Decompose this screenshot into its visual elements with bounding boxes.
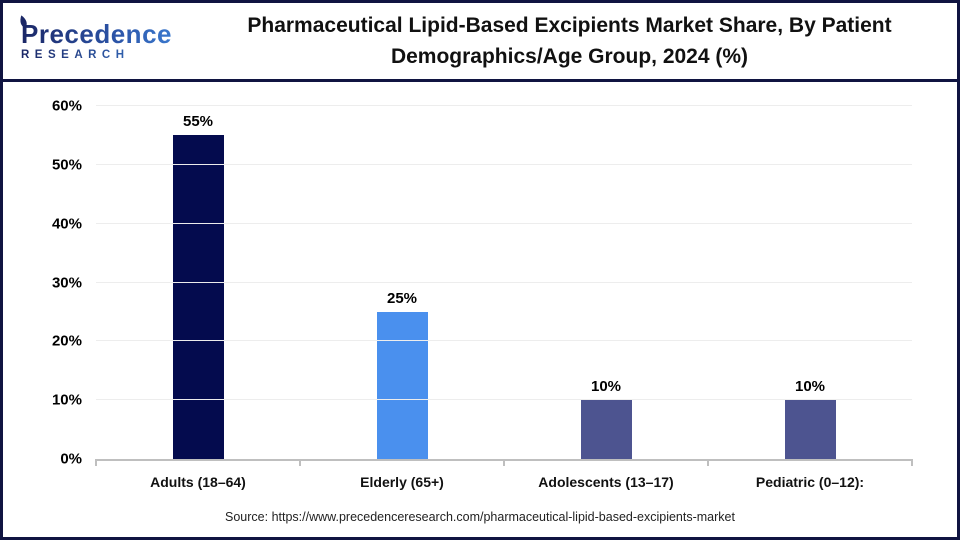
x-axis-tick xyxy=(707,459,709,466)
bar xyxy=(580,400,632,459)
source-text: Source: https://www.precedenceresearch.c… xyxy=(225,510,735,524)
y-axis-tick-label: 50% xyxy=(51,156,82,174)
leaf-icon xyxy=(14,11,34,31)
logo: Precedence RESEARCH xyxy=(20,15,196,61)
bar xyxy=(376,311,428,459)
logo-subtitle: RESEARCH xyxy=(21,49,196,61)
chart-section: 55% 25% 10% 10% 0% 10% 20% 30% 40% 50% 60% Adults… xyxy=(3,82,957,537)
x-axis-category-label: Pediatric (0–12): xyxy=(755,474,865,490)
y-axis-tick-label: 40% xyxy=(51,215,82,233)
x-axis-tick xyxy=(95,459,97,466)
y-axis-tick-label: 0% xyxy=(60,450,82,468)
y-axis-tick-label: 10% xyxy=(51,391,82,409)
bar-column: 10% xyxy=(504,106,708,459)
bars-row: 55% 25% 10% 10% xyxy=(96,106,912,459)
bar-value-label: 10% xyxy=(590,378,622,396)
x-axis-category-label: Adults (18–64) xyxy=(150,474,246,490)
header: Precedence RESEARCH Pharmaceutical Lipid… xyxy=(3,3,957,82)
bar-value-label: 25% xyxy=(386,289,418,307)
bar-column: 10% xyxy=(708,106,912,459)
x-axis-tick xyxy=(503,459,505,466)
y-axis-tick-label: 20% xyxy=(51,332,82,350)
gridline xyxy=(96,222,912,224)
title-wrap: Pharmaceutical Lipid-Based Excipients Ma… xyxy=(196,10,943,73)
x-labels-row: Adults (18–64) Elderly (65+) Adolescents (… xyxy=(96,474,912,490)
page-title: Pharmaceutical Lipid-Based Excipients Ma… xyxy=(247,13,892,69)
bar xyxy=(784,400,836,459)
bar-value-label: 10% xyxy=(794,378,826,396)
x-axis-tick xyxy=(299,459,301,466)
y-axis-tick-label: 30% xyxy=(51,274,82,291)
gridline xyxy=(96,399,912,401)
x-axis-category-label: Adolescents (13–17) xyxy=(538,474,674,490)
x-axis-category-label: Elderly (65+) xyxy=(360,474,444,490)
plot-area: 55% 25% 10% 10% 0% 10% 20% 30% 40% 50% 60% xyxy=(52,98,913,468)
gridline xyxy=(96,163,912,165)
bar-column: 25% xyxy=(300,106,504,459)
x-axis-tick xyxy=(911,459,913,466)
bar-column: 55% xyxy=(96,106,300,459)
gridline xyxy=(96,340,912,342)
y-axis-tick-label: 60% xyxy=(51,97,82,115)
logo-name: Precedence xyxy=(21,20,196,48)
gridline xyxy=(96,281,912,283)
bar xyxy=(172,135,224,459)
gridline xyxy=(96,105,912,106)
bar-value-label: 55% xyxy=(182,113,214,131)
